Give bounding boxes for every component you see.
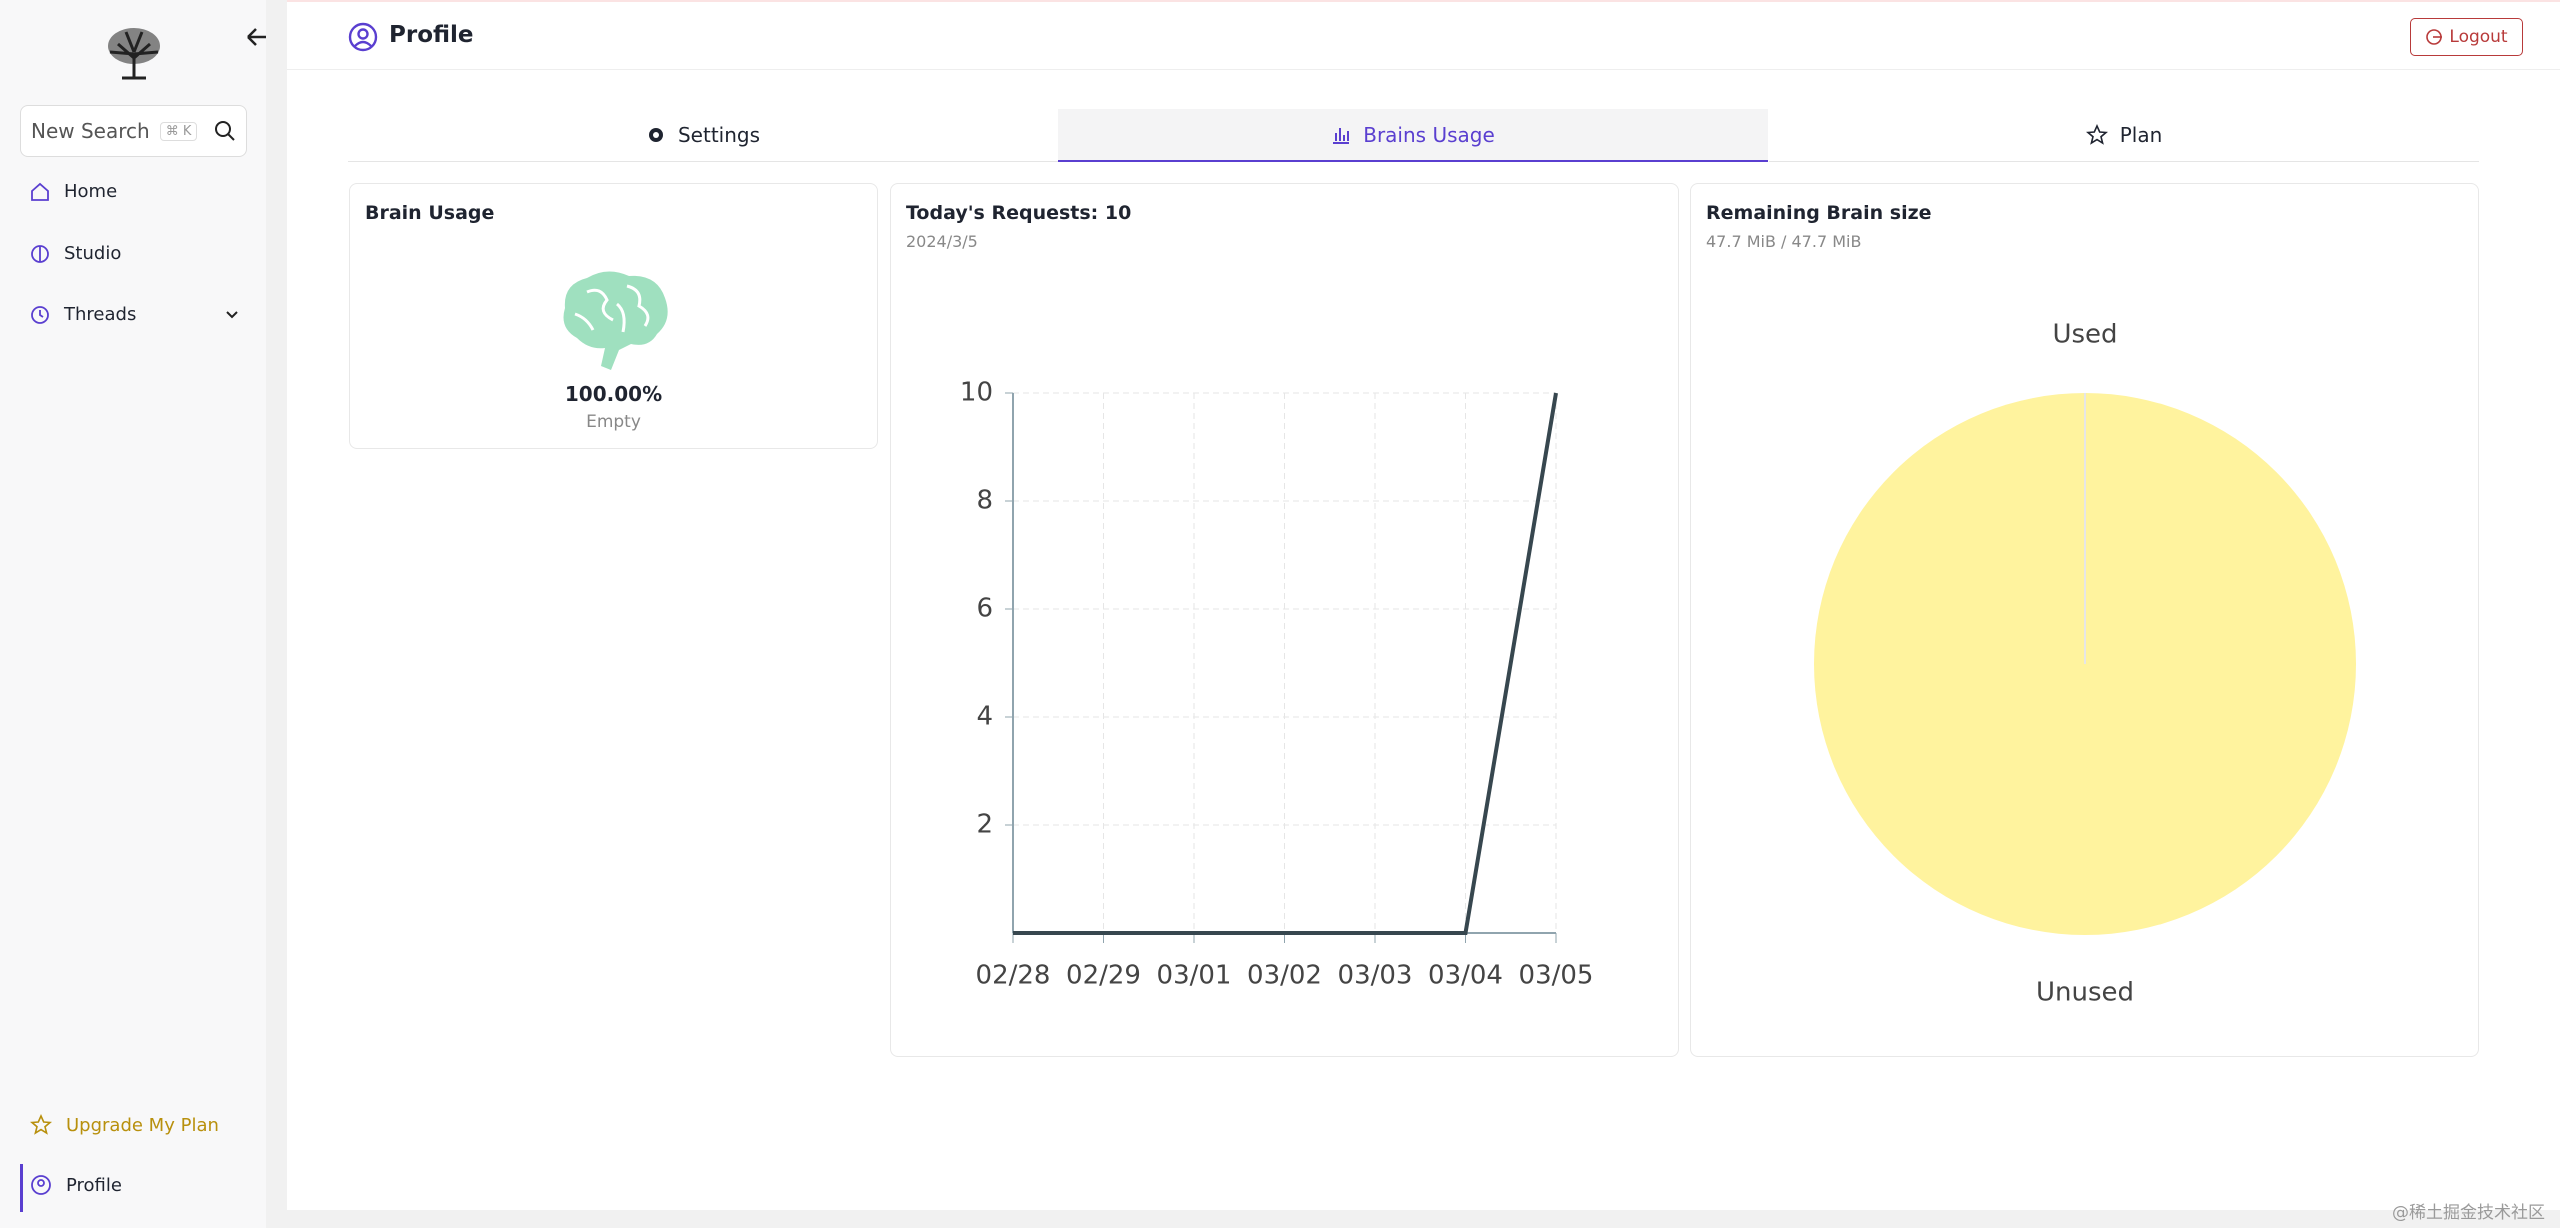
- nav-label: Upgrade My Plan: [66, 1114, 219, 1136]
- y-tick-label: 6: [976, 594, 993, 624]
- threads-icon: [31, 305, 49, 324]
- star-icon: [2085, 124, 2108, 145]
- nav-home[interactable]: Home: [30, 181, 117, 202]
- search-icon: [215, 121, 235, 141]
- x-tick-label: 02/28: [976, 961, 1051, 991]
- card-title: Remaining Brain size: [1706, 202, 1932, 224]
- logout-label: Logout: [2449, 27, 2508, 47]
- watermark: @稀土掘金技术社区: [2392, 1203, 2545, 1223]
- tab[interactable]: Plan: [1769, 109, 2479, 162]
- line-chart: 2 4 6 8 10 02/28 02/29 03/01 03/02 03/03 03/04 03/0…: [960, 378, 1594, 991]
- card-subtitle: 2024/3/5: [906, 232, 978, 251]
- nav-studio[interactable]: Studio: [30, 243, 121, 264]
- card-title: Today's Requests: 10: [906, 202, 1132, 224]
- logo: [108, 28, 160, 80]
- tab-label: Brains Usage: [1363, 122, 1495, 147]
- active-indicator: [20, 1164, 23, 1212]
- requests-card: Today's Requests: 10 2024/3/5 2 4 6 8 10 02/2…: [890, 183, 1679, 1057]
- brain-usage-card: Brain Usage 100.00% Empty: [349, 183, 878, 449]
- search-box[interactable]: New Search ⌘ K: [20, 105, 247, 157]
- page-title: Profile: [389, 22, 474, 48]
- profile-icon: [31, 1175, 51, 1195]
- brain-icon: [563, 271, 668, 370]
- x-tick-label: 03/04: [1428, 961, 1503, 991]
- card-subtitle: 47.7 MiB / 47.7 MiB: [1706, 232, 1862, 251]
- nav-label: Studio: [64, 243, 122, 264]
- x-tick-label: 03/05: [1519, 961, 1594, 991]
- usage-percent: 100.00%: [564, 382, 663, 406]
- home-icon: [31, 182, 49, 201]
- gear-icon: [648, 128, 663, 142]
- data-line: [1013, 392, 1558, 935]
- search-placeholder: New Search: [31, 119, 150, 143]
- horizontal-scrollbar: [287, 1210, 2560, 1228]
- logout-button[interactable]: Logout: [2410, 18, 2523, 56]
- pie-label: Unused: [2036, 978, 2134, 1008]
- nav-threads[interactable]: Threads: [30, 304, 240, 325]
- tab-label: Settings: [677, 123, 761, 147]
- collapse-button[interactable]: [244, 24, 272, 50]
- logout-icon: [2426, 29, 2443, 45]
- x-tick-label: 03/03: [1338, 961, 1413, 991]
- sidebar: New Search ⌘ K Home Studio Threads Upgrad…: [0, 0, 272, 1228]
- y-tick-label: 2: [976, 810, 993, 840]
- tab-active[interactable]: Brains Usage: [1058, 109, 1768, 162]
- header: Profile Logout: [287, 0, 2560, 70]
- x-tick-label: 03/01: [1157, 961, 1232, 991]
- shortcut: ⌘ K: [159, 121, 198, 141]
- star-icon: [30, 1114, 52, 1135]
- nav-label: Home: [64, 181, 118, 202]
- studio-icon: [31, 244, 49, 263]
- nav-label: Threads: [64, 304, 137, 325]
- brain-size-card: Remaining Brain size 47.7 MiB / 47.7 MiB…: [1690, 183, 2479, 1057]
- upgrade-link[interactable]: Upgrade My Plan: [30, 1114, 219, 1136]
- y-tick-label: 10: [960, 378, 993, 408]
- tab[interactable]: Settings: [348, 109, 1058, 162]
- nav-profile[interactable]: Profile: [30, 1174, 122, 1196]
- pie-chart: Used Unused: [1814, 320, 2356, 1008]
- profile-icon: [348, 22, 378, 52]
- pie-label: Used: [2052, 320, 2117, 350]
- tab-label: Plan: [2119, 123, 2163, 147]
- usage-status: Empty: [586, 412, 641, 432]
- y-tick-label: 8: [976, 486, 993, 516]
- y-tick-label: 4: [976, 702, 993, 732]
- card-title: Brain Usage: [365, 202, 495, 224]
- x-tick-label: 02/29: [1066, 961, 1141, 991]
- chart-icon: [1333, 127, 1350, 144]
- nav-label: Profile: [66, 1174, 122, 1196]
- chevron: [226, 310, 238, 318]
- x-tick-label: 03/02: [1247, 961, 1322, 991]
- scrollbar: [266, 0, 287, 1228]
